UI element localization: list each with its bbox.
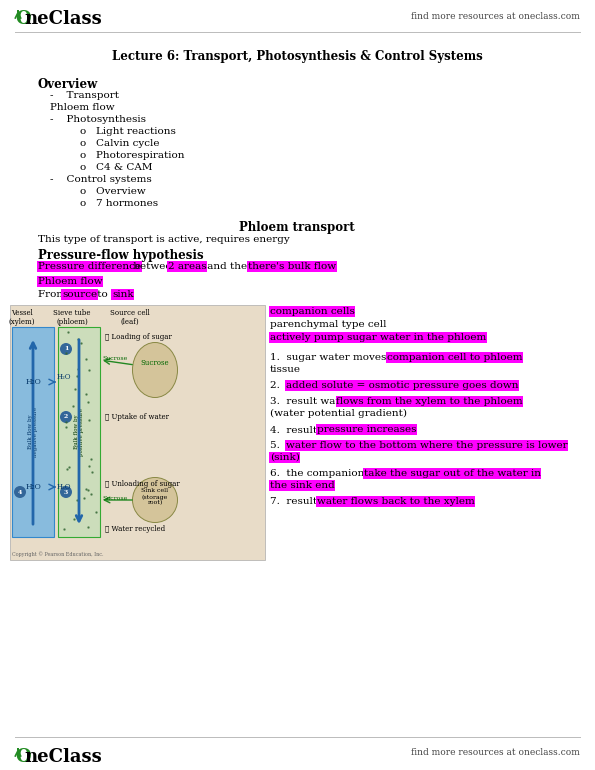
Text: o   Calvin cycle: o Calvin cycle bbox=[80, 139, 159, 148]
Text: H₂O: H₂O bbox=[25, 378, 41, 386]
FancyBboxPatch shape bbox=[12, 327, 54, 537]
Text: O: O bbox=[15, 10, 30, 28]
Text: H₂O: H₂O bbox=[57, 373, 71, 381]
Text: H₂O: H₂O bbox=[25, 483, 41, 491]
Text: o   Light reactions: o Light reactions bbox=[80, 127, 176, 136]
Text: Pressure-flow hypothesis: Pressure-flow hypothesis bbox=[38, 249, 203, 262]
Text: Sucrose: Sucrose bbox=[102, 356, 127, 360]
Text: Sucrose: Sucrose bbox=[102, 496, 127, 500]
Circle shape bbox=[60, 411, 72, 423]
Text: -    Photosynthesis: - Photosynthesis bbox=[50, 115, 146, 124]
Text: From: From bbox=[38, 290, 70, 299]
Ellipse shape bbox=[133, 343, 177, 397]
Text: 1: 1 bbox=[64, 346, 68, 351]
Text: neClass: neClass bbox=[24, 10, 102, 28]
Text: o   C4 & CAM: o C4 & CAM bbox=[80, 163, 152, 172]
Text: O: O bbox=[15, 748, 30, 766]
Text: 7.  result:: 7. result: bbox=[270, 497, 324, 506]
Text: Phloem flow: Phloem flow bbox=[50, 103, 115, 112]
Text: companion cells: companion cells bbox=[270, 307, 355, 316]
Text: there's bulk flow: there's bulk flow bbox=[248, 262, 336, 271]
Text: 2: 2 bbox=[64, 414, 68, 420]
Text: This type of transport is active, requires energy: This type of transport is active, requir… bbox=[38, 235, 290, 244]
Text: Phloem flow: Phloem flow bbox=[38, 277, 102, 286]
Text: find more resources at oneclass.com: find more resources at oneclass.com bbox=[411, 12, 580, 21]
Text: water flows back to the xylem: water flows back to the xylem bbox=[317, 497, 475, 506]
Text: 2 areas: 2 areas bbox=[168, 262, 206, 271]
Text: o   Overview: o Overview bbox=[80, 187, 146, 196]
Text: o   7 hormones: o 7 hormones bbox=[80, 199, 158, 208]
Text: Phloem transport: Phloem transport bbox=[239, 221, 355, 234]
Text: the sink end: the sink end bbox=[270, 481, 335, 490]
Text: added solute = osmotic pressure goes down: added solute = osmotic pressure goes dow… bbox=[286, 381, 518, 390]
Text: Bulk flow by
negative pressure: Bulk flow by negative pressure bbox=[27, 407, 39, 457]
Text: 3.  result water: 3. result water bbox=[270, 397, 354, 406]
Text: 6.  the companion cells: 6. the companion cells bbox=[270, 469, 395, 478]
Text: neClass: neClass bbox=[24, 748, 102, 766]
Text: Source cell
(leaf): Source cell (leaf) bbox=[110, 309, 150, 326]
Text: actively pump sugar water in the phloem: actively pump sugar water in the phloem bbox=[270, 333, 486, 342]
Text: between: between bbox=[130, 262, 181, 271]
Text: flows from the xylem to the phloem: flows from the xylem to the phloem bbox=[336, 397, 523, 406]
Text: -    Transport: - Transport bbox=[50, 91, 119, 100]
Circle shape bbox=[14, 486, 26, 498]
Text: ❷ Uptake of water: ❷ Uptake of water bbox=[105, 413, 169, 421]
Text: Overview: Overview bbox=[38, 78, 98, 91]
Text: 4.  result;: 4. result; bbox=[270, 425, 324, 434]
Text: pressure increases: pressure increases bbox=[317, 425, 416, 434]
Text: find more resources at oneclass.com: find more resources at oneclass.com bbox=[411, 748, 580, 757]
Text: Pressure difference: Pressure difference bbox=[38, 262, 141, 271]
FancyBboxPatch shape bbox=[58, 327, 100, 537]
Text: Vessel
(xylem): Vessel (xylem) bbox=[9, 309, 35, 326]
Text: water flow to the bottom where the pressure is lower: water flow to the bottom where the press… bbox=[286, 441, 567, 450]
Text: tissue: tissue bbox=[270, 365, 301, 374]
Text: ❶ Loading of sugar: ❶ Loading of sugar bbox=[105, 333, 172, 341]
Text: Lecture 6: Transport, Photosynthesis & Control Systems: Lecture 6: Transport, Photosynthesis & C… bbox=[112, 50, 483, 63]
Text: sink: sink bbox=[112, 290, 134, 299]
Text: -    Control systems: - Control systems bbox=[50, 175, 152, 184]
Text: and then: and then bbox=[204, 262, 257, 271]
Text: take the sugar out of the water in: take the sugar out of the water in bbox=[364, 469, 541, 478]
Text: 3: 3 bbox=[64, 490, 68, 494]
Text: 4: 4 bbox=[18, 490, 22, 494]
Text: parenchymal type cell: parenchymal type cell bbox=[270, 320, 387, 329]
Circle shape bbox=[60, 486, 72, 498]
Text: 1.  sugar water moves in from: 1. sugar water moves in from bbox=[270, 353, 431, 362]
Text: to: to bbox=[94, 290, 111, 299]
Text: 2.: 2. bbox=[270, 381, 286, 390]
Text: o   Photorespiration: o Photorespiration bbox=[80, 151, 184, 160]
Circle shape bbox=[60, 343, 72, 355]
Ellipse shape bbox=[133, 477, 177, 523]
Text: Copyright © Pearson Education, Inc.: Copyright © Pearson Education, Inc. bbox=[12, 551, 104, 557]
Text: Sucrose: Sucrose bbox=[140, 359, 170, 367]
Text: (water potential gradient): (water potential gradient) bbox=[270, 409, 407, 418]
Text: ❸ Unloading of sugar: ❸ Unloading of sugar bbox=[105, 480, 180, 488]
Text: Sieve tube
(phloem): Sieve tube (phloem) bbox=[53, 309, 91, 326]
Text: ❹ Water recycled: ❹ Water recycled bbox=[105, 525, 165, 533]
Text: 5.: 5. bbox=[270, 441, 286, 450]
Text: Bulk flow by
positive pressure: Bulk flow by positive pressure bbox=[74, 408, 84, 456]
FancyBboxPatch shape bbox=[10, 305, 265, 560]
Text: Sink cell
(storage
root): Sink cell (storage root) bbox=[142, 488, 168, 506]
Text: source: source bbox=[62, 290, 97, 299]
Text: companion cell to phloem: companion cell to phloem bbox=[387, 353, 522, 362]
Text: H₂O: H₂O bbox=[57, 483, 71, 491]
Text: (sink): (sink) bbox=[270, 453, 300, 462]
